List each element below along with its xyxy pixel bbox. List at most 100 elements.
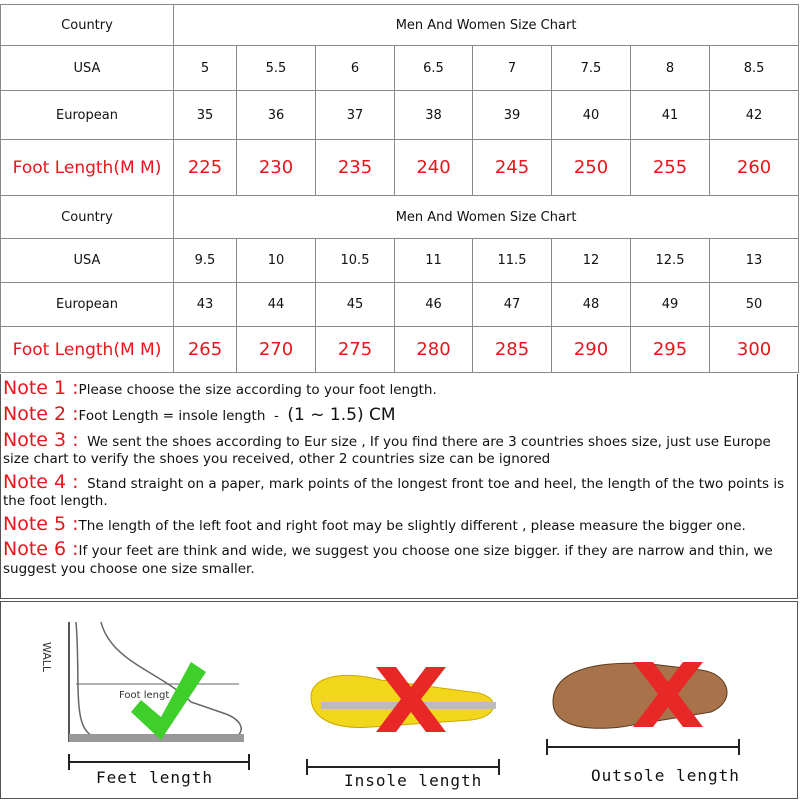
size-chart-table: Country Men And Women Size Chart USA 5 5.5 6 6… <box>0 4 800 373</box>
note-extra: (1 ~ 1.5) CM <box>287 404 396 425</box>
size-cell: 10.5 <box>315 238 395 283</box>
note-text: If your feet are think and wide, we sugg… <box>3 543 777 578</box>
size-cell: 9.5 <box>173 238 237 283</box>
size-cell: 38 <box>394 90 473 140</box>
note-label: Note 1 : <box>3 377 79 399</box>
size-cell: 300 <box>708 326 800 373</box>
note-text: The length of the left foot and right fo… <box>78 517 746 534</box>
insole-length-illustration <box>306 667 500 775</box>
size-cell: 10 <box>236 238 316 283</box>
row-usa: USA 9.5 10 10.5 11 11.5 12 12.5 13 <box>0 238 800 283</box>
cross-icon <box>633 662 703 727</box>
row-label: European <box>0 90 174 140</box>
outsole-length-illustration <box>546 662 740 755</box>
header-row: Country Men And Women Size Chart <box>0 4 800 46</box>
country-header: Country <box>0 195 174 239</box>
size-cell: 280 <box>394 326 473 373</box>
size-cell: 265 <box>173 326 237 373</box>
foot-length-label: Foot lengt <box>119 690 169 701</box>
size-cell: 47 <box>472 282 552 327</box>
size-cell: 225 <box>173 139 237 196</box>
illustration-drawings: WALL Foot lengt <box>40 621 740 775</box>
country-header: Country <box>0 4 174 46</box>
size-cell: 255 <box>630 139 710 196</box>
size-cell: 48 <box>551 282 631 327</box>
row-european: European 43 44 45 46 47 48 49 50 <box>0 282 800 327</box>
note-2: Note 2 :Foot Length = insole length - (1… <box>1 403 797 426</box>
row-label: USA <box>0 45 174 91</box>
note-text: Please choose the size according to your… <box>78 382 437 398</box>
measurement-illustrations: WALL Foot lengt Feet length Insole lengt… <box>0 601 798 799</box>
size-cell: 5.5 <box>236 45 316 91</box>
outsole-length-caption: Outsole length <box>591 766 740 785</box>
size-cell: 36 <box>236 90 316 140</box>
header-row: Country Men And Women Size Chart <box>0 195 800 239</box>
size-cell: 240 <box>394 139 473 196</box>
size-cell: 41 <box>630 90 710 140</box>
note-label: Note 3 : <box>3 428 79 451</box>
size-cell: 8 <box>630 45 710 91</box>
size-cell: 49 <box>630 282 710 327</box>
size-cell: 42 <box>708 90 800 140</box>
row-foot-length: Foot Length(M M) 225 230 235 240 245 250 255 260 <box>0 139 800 196</box>
size-cell: 230 <box>236 139 316 196</box>
row-label: USA <box>0 238 174 283</box>
wall-label: WALL <box>40 642 53 673</box>
size-cell: 7 <box>472 45 552 91</box>
size-cell: 235 <box>315 139 395 196</box>
size-cell: 50 <box>708 282 800 327</box>
feet-length-illustration: WALL Foot lengt <box>40 621 250 770</box>
size-cell: 260 <box>708 139 800 196</box>
size-cell: 13 <box>708 238 800 283</box>
note-1: Note 1 :Please choose the size according… <box>1 377 797 400</box>
note-text: We sent the shoes according to Eur size … <box>3 433 776 468</box>
note-label: Note 6 : <box>3 538 79 561</box>
note-text: Stand straight on a paper, mark points o… <box>3 475 789 510</box>
row-label: European <box>0 282 174 327</box>
note-label: Note 5 : <box>3 512 79 535</box>
size-cell: 6 <box>315 45 395 91</box>
notes-section: Note 1 :Please choose the size according… <box>0 374 798 599</box>
size-cell: 45 <box>315 282 395 327</box>
size-cell: 11 <box>394 238 473 283</box>
size-cell: 7.5 <box>551 45 631 91</box>
size-cell: 12 <box>551 238 631 283</box>
row-label: Foot Length(M M) <box>0 326 174 373</box>
note-label: Note 4 : <box>3 470 79 493</box>
note-3: Note 3 : We sent the shoes according to … <box>1 429 797 468</box>
size-cell: 40 <box>551 90 631 140</box>
size-cell: 8.5 <box>708 45 800 91</box>
size-cell: 290 <box>551 326 631 373</box>
row-foot-length: Foot Length(M M) 265 270 275 280 285 290 295 300 <box>0 326 800 373</box>
size-cell: 44 <box>236 282 316 327</box>
size-cell: 245 <box>472 139 552 196</box>
row-label: Foot Length(M M) <box>0 139 174 196</box>
size-cell: 35 <box>173 90 237 140</box>
feet-length-caption: Feet length <box>96 768 213 787</box>
chart-title: Men And Women Size Chart <box>172 4 800 46</box>
size-cell: 12.5 <box>630 238 710 283</box>
note-4: Note 4 : Stand straight on a paper, mark… <box>1 471 797 510</box>
row-usa: USA 5 5.5 6 6.5 7 7.5 8 8.5 <box>0 45 800 91</box>
chart-title: Men And Women Size Chart <box>172 195 800 239</box>
insole-length-caption: Insole length <box>344 771 483 790</box>
check-icon <box>131 662 206 740</box>
row-european: European 35 36 37 38 39 40 41 42 <box>0 90 800 140</box>
size-cell: 5 <box>173 45 237 91</box>
size-cell: 285 <box>472 326 552 373</box>
cross-icon <box>376 667 446 732</box>
note-5: Note 5 :The length of the left foot and … <box>1 513 797 536</box>
note-6: Note 6 :If your feet are think and wide,… <box>1 538 797 577</box>
size-cell: 275 <box>315 326 395 373</box>
size-cell: 11.5 <box>472 238 552 283</box>
size-cell: 250 <box>551 139 631 196</box>
size-cell: 37 <box>315 90 395 140</box>
size-cell: 43 <box>173 282 237 327</box>
size-cell: 295 <box>630 326 710 373</box>
note-text: Foot Length = insole length - <box>78 407 288 424</box>
size-cell: 6.5 <box>394 45 473 91</box>
size-cell: 39 <box>472 90 552 140</box>
size-cell: 270 <box>236 326 316 373</box>
note-label: Note 2 : <box>3 402 79 425</box>
size-cell: 46 <box>394 282 473 327</box>
